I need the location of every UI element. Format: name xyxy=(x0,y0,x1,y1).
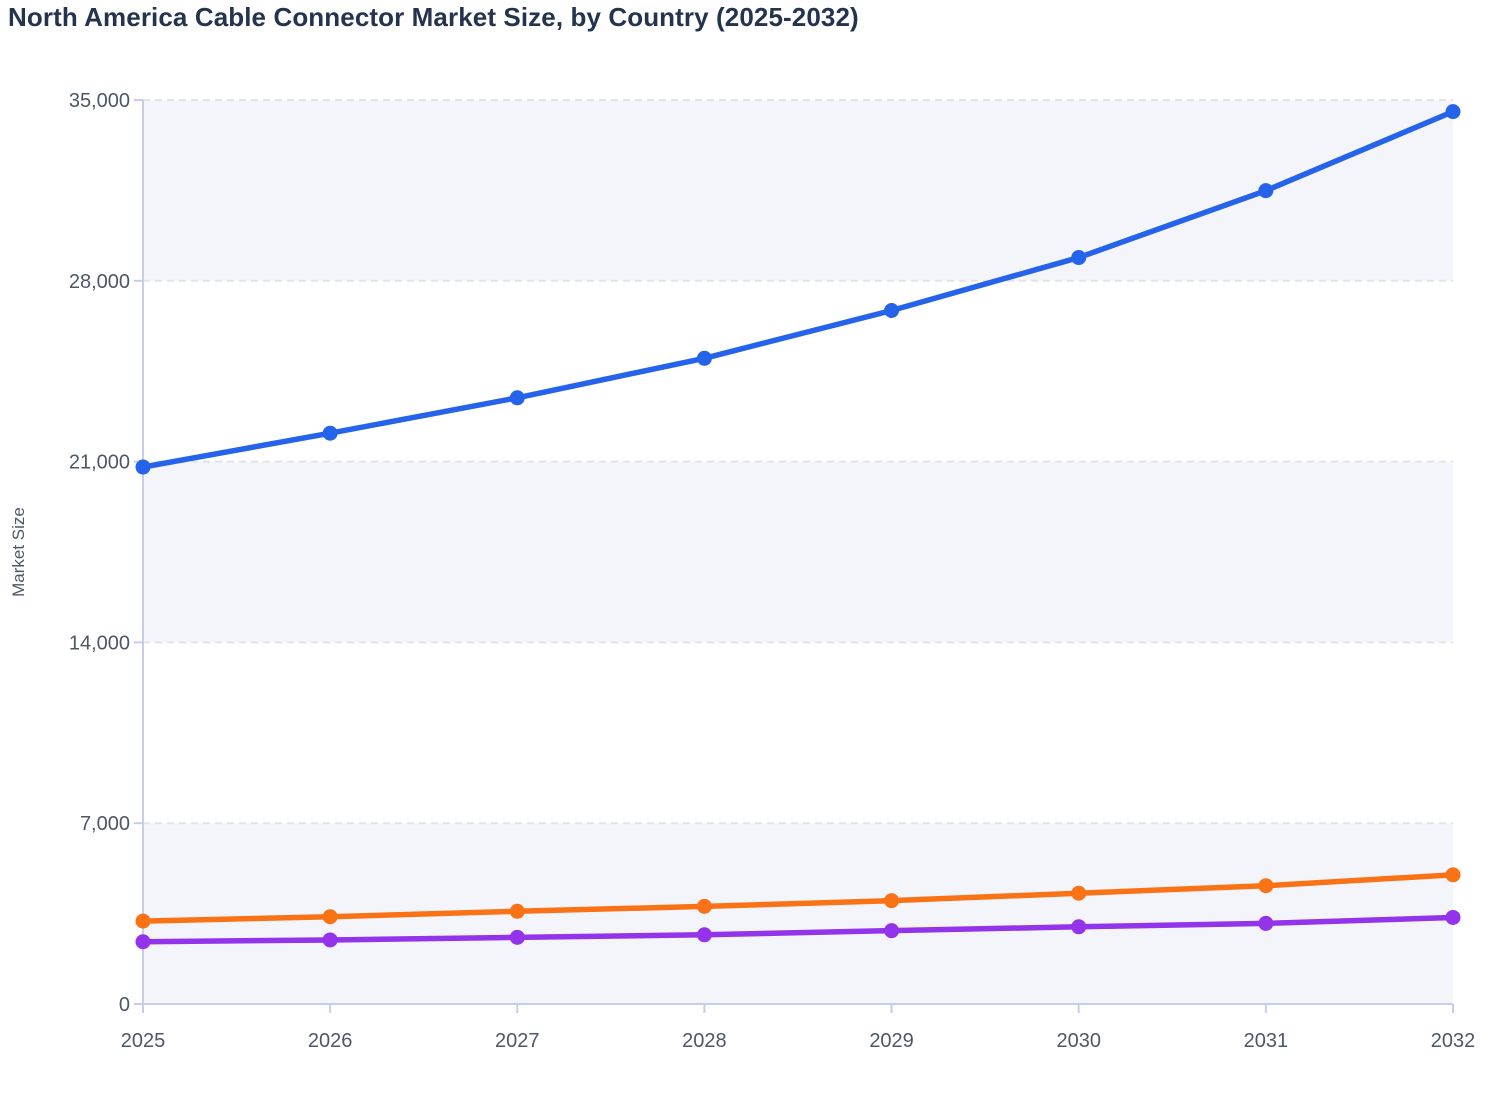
x-tick-label: 2025 xyxy=(121,1030,166,1052)
data-point-purple[interactable] xyxy=(1258,915,1274,931)
x-tick-label: 2031 xyxy=(1244,1030,1289,1052)
data-point-blue[interactable] xyxy=(1445,104,1461,120)
series-line-purple xyxy=(140,914,1456,945)
data-point-blue[interactable] xyxy=(509,390,525,406)
data-point-blue[interactable] xyxy=(884,303,900,319)
plot-band xyxy=(143,100,1453,281)
x-tick-label: 2029 xyxy=(869,1030,914,1052)
data-point-orange[interactable] xyxy=(1071,885,1087,901)
data-point-purple[interactable] xyxy=(884,923,900,939)
data-point-purple[interactable] xyxy=(509,929,525,945)
series-line-orange xyxy=(140,872,1456,924)
data-point-blue[interactable] xyxy=(696,350,712,366)
plot-band xyxy=(143,823,1453,1004)
data-point-purple[interactable] xyxy=(696,927,712,943)
x-tick-label: 2030 xyxy=(1056,1030,1101,1052)
y-tick-label: 21,000 xyxy=(69,452,130,474)
data-point-purple[interactable] xyxy=(1445,909,1461,925)
data-point-orange[interactable] xyxy=(884,893,900,909)
data-point-orange[interactable] xyxy=(322,909,338,925)
data-point-blue[interactable] xyxy=(1258,183,1274,199)
y-tick-label: 7,000 xyxy=(80,813,130,835)
data-point-blue[interactable] xyxy=(1071,250,1087,266)
x-tick-label: 2026 xyxy=(308,1030,353,1052)
series-line-blue xyxy=(140,108,1456,470)
data-point-orange[interactable] xyxy=(1445,867,1461,883)
y-tick-label: 14,000 xyxy=(69,632,130,654)
plot-band xyxy=(143,461,1453,643)
data-point-orange[interactable] xyxy=(135,913,151,929)
data-point-orange[interactable] xyxy=(509,903,525,919)
data-point-purple[interactable] xyxy=(135,934,151,950)
data-point-purple[interactable] xyxy=(322,932,338,948)
y-tick-label: 0 xyxy=(119,994,130,1016)
data-point-orange[interactable] xyxy=(696,898,712,914)
data-point-purple[interactable] xyxy=(1071,919,1087,935)
data-point-orange[interactable] xyxy=(1258,878,1274,894)
data-point-blue[interactable] xyxy=(135,459,151,475)
y-tick-label: 28,000 xyxy=(69,271,130,293)
x-tick-label: 2027 xyxy=(495,1030,540,1052)
chart-title: North America Cable Connector Market Siz… xyxy=(8,2,859,32)
x-tick-label: 2032 xyxy=(1431,1030,1476,1052)
y-tick-label: 35,000 xyxy=(69,90,130,112)
data-point-blue[interactable] xyxy=(322,425,338,441)
x-tick-label: 2028 xyxy=(682,1030,727,1052)
